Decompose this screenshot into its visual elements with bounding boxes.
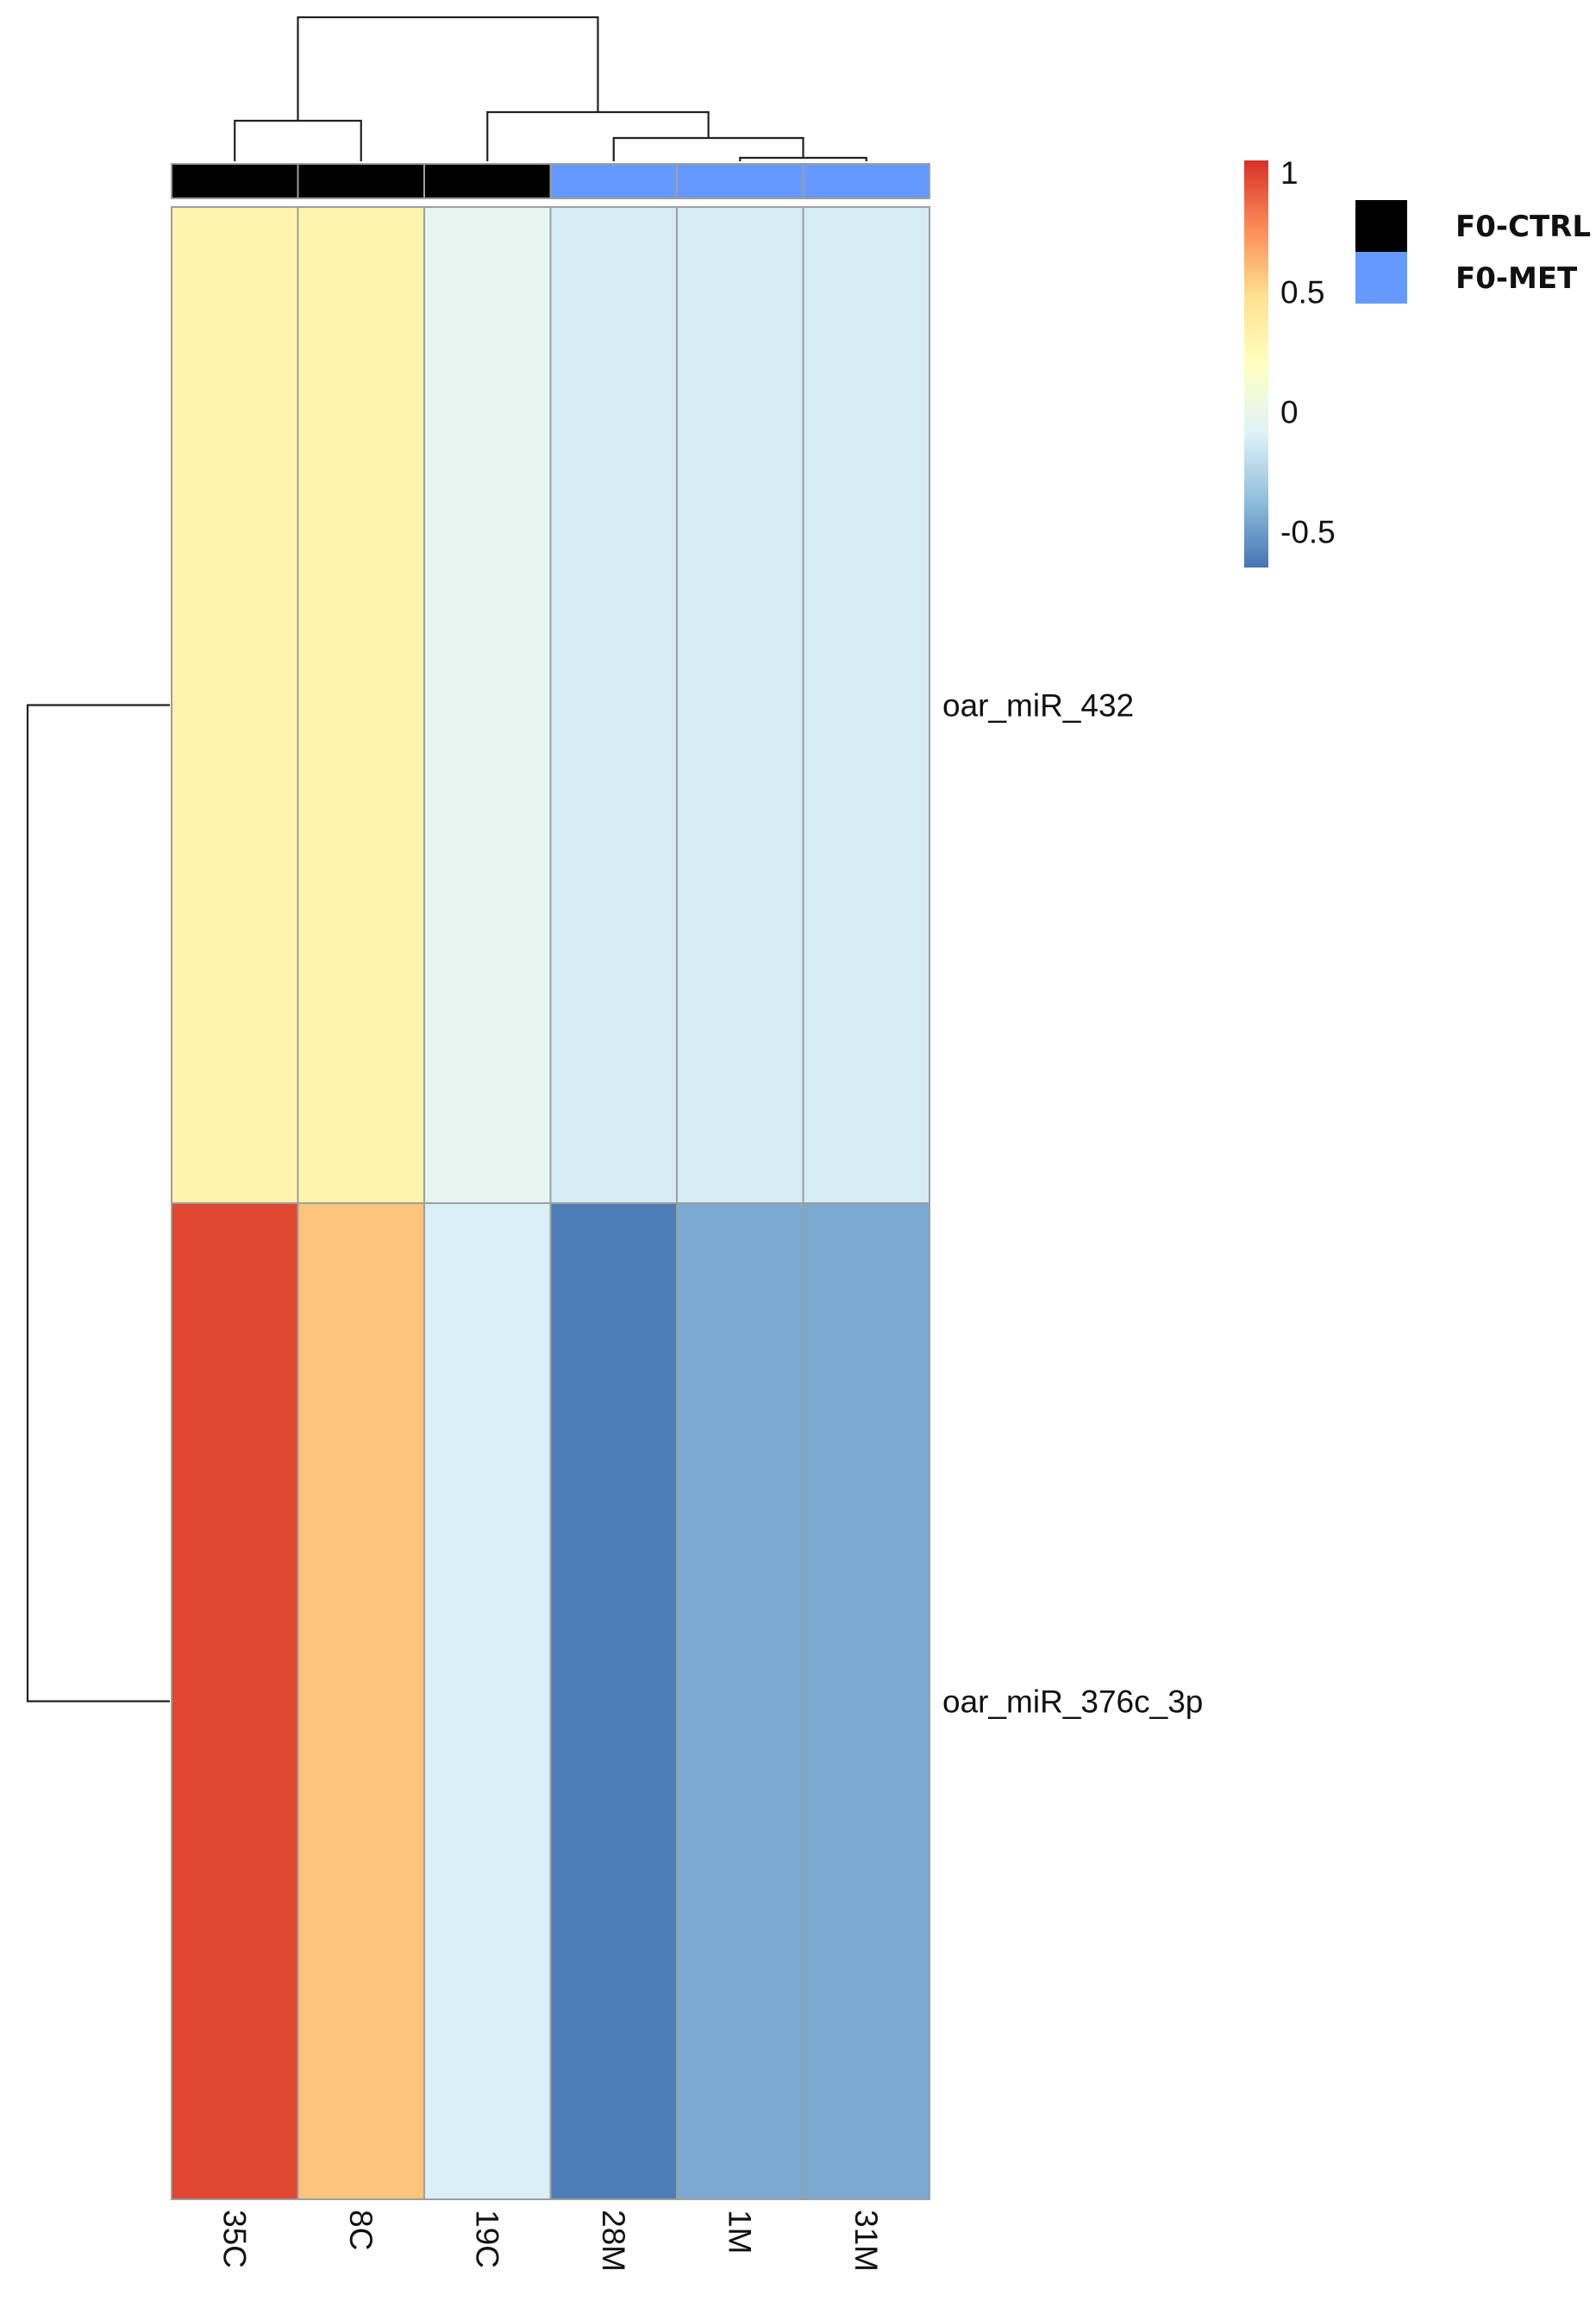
color-scale-tick-label: 0 [1280, 395, 1299, 430]
annotation-35c [171, 163, 299, 199]
annotation-19c [423, 163, 552, 199]
annotation-31m [802, 163, 930, 199]
cell-oar-mir-432-31m [802, 206, 930, 1204]
annotation-8c [297, 163, 425, 199]
row-label-oar-mir-376c-3p: oar_miR_376c_3p [942, 1684, 1203, 1720]
column-dendrogram-link [234, 119, 362, 161]
column-label-35c: 35C [216, 2210, 252, 2268]
cell-oar-mir-432-35c [171, 206, 299, 1204]
legend-label-f0-ctrl: F0-CTRL [1455, 210, 1591, 244]
group-legend: F0-CTRL F0-MET [1355, 200, 1591, 304]
row-label-oar-mir-432: oar_miR_432 [942, 688, 1134, 724]
column-label-1m: 1M [722, 2210, 757, 2254]
cell-oar-mir-432-8c [297, 206, 425, 1204]
column-dendrogram-link [297, 16, 599, 121]
cell-oar-mir-376c-3p-35c [171, 1202, 299, 2200]
column-labels: 35C 8C 19C 28M 1M 31M [216, 2210, 884, 2272]
cell-oar-mir-376c-3p-1m [676, 1202, 804, 2200]
annotation-1m [676, 163, 804, 199]
color-scale-bar [1244, 160, 1268, 568]
cell-oar-mir-376c-3p-28m [549, 1202, 678, 2200]
column-dendrogram-link [739, 156, 867, 161]
legend-swatch-f0-met [1355, 252, 1407, 304]
heatmap-cells [171, 206, 930, 2200]
column-label-28m: 28M [596, 2210, 631, 2272]
row-dendrogram [26, 704, 170, 1703]
annotation-28m [549, 163, 678, 199]
cell-oar-mir-376c-3p-8c [297, 1202, 425, 2200]
color-scale-tick-label: 0.5 [1280, 275, 1324, 310]
row-labels: oar_miR_432 oar_miR_376c_3p [942, 688, 1203, 1720]
legend-label-f0-met: F0-MET [1455, 261, 1578, 296]
column-dendrogram-link [486, 110, 710, 161]
column-label-8c: 8C [343, 2210, 379, 2250]
column-dendrogram [234, 16, 867, 161]
cell-oar-mir-376c-3p-19c [423, 1202, 552, 2200]
column-label-31m: 31M [848, 2210, 884, 2272]
column-label-19c: 19C [469, 2210, 504, 2268]
row-dendrogram-link [26, 704, 170, 1703]
cell-oar-mir-432-28m [549, 206, 678, 1204]
legend-swatch-f0-ctrl [1355, 200, 1407, 252]
column-annotation-bar [171, 163, 930, 199]
cell-oar-mir-432-1m [676, 206, 804, 1204]
color-scale-tick-label: 1 [1280, 155, 1299, 191]
cell-oar-mir-376c-3p-31m [802, 1202, 930, 2200]
color-scale-tick-label: -0.5 [1280, 514, 1336, 549]
cell-oar-mir-432-19c [423, 206, 552, 1204]
color-scale-legend: 1 0.5 0 -0.5 [1244, 155, 1336, 568]
